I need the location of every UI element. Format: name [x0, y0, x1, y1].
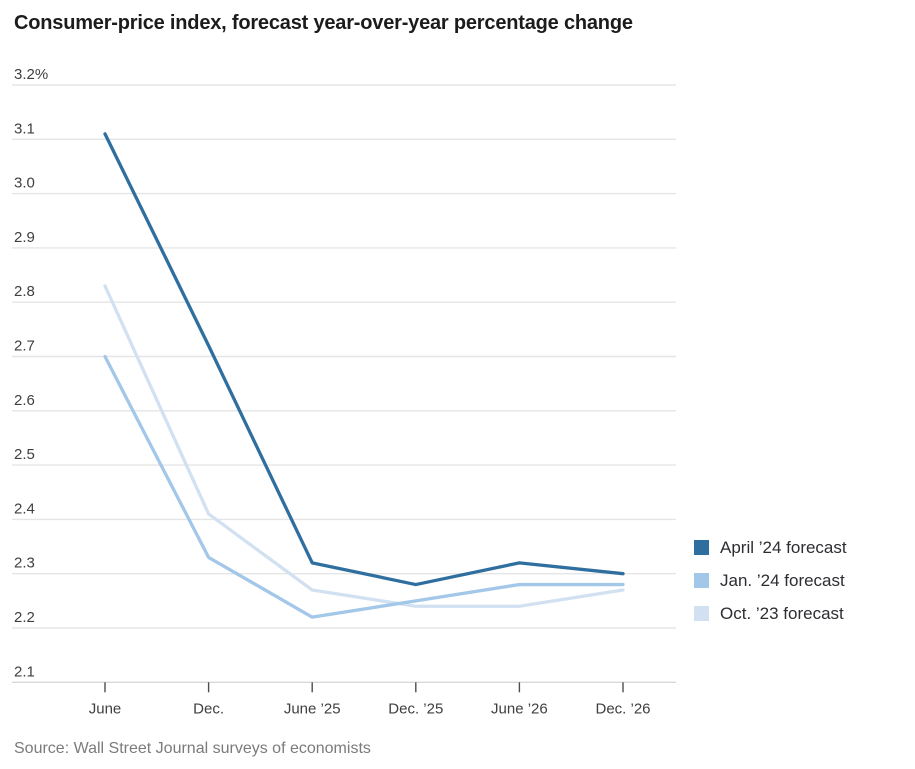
y-axis-tick-label: 2.6: [14, 392, 35, 409]
legend-swatch-april-24: [694, 540, 709, 555]
y-axis-tick-label: 3.1: [14, 120, 35, 137]
y-axis-tick-label: 3.2%: [14, 66, 48, 83]
y-axis-tick-label: 2.7: [14, 338, 35, 355]
y-axis-tick-label: 2.4: [14, 500, 35, 517]
y-axis-tick-label: 2.1: [14, 663, 35, 680]
y-axis-tick-label: 2.2: [14, 609, 35, 626]
y-axis-tick-label: 2.9: [14, 229, 35, 246]
x-axis-tick-label: June ’25: [284, 700, 341, 717]
series-line-april-24-forecast: [103, 132, 625, 587]
legend-swatch-oct-23: [694, 606, 709, 621]
chart-title: Consumer-price index, forecast year-over…: [14, 12, 633, 34]
legend-swatch-jan-24: [694, 573, 709, 588]
x-axis-tick-label: Dec. ’26: [595, 700, 650, 717]
y-axis-tick-label: 2.8: [14, 283, 35, 300]
legend-label-oct-23: Oct. ’23 forecast: [720, 603, 844, 623]
x-axis-tick-label: June: [89, 700, 122, 717]
chart-legend: April ’24 forecast Jan. ’24 forecast Oct…: [694, 531, 847, 630]
x-axis-tick-label: Dec. ’25: [388, 700, 443, 717]
source-note: Source: Wall Street Journal surveys of e…: [14, 740, 371, 757]
x-axis-tick-label: June ’26: [491, 700, 548, 717]
legend-item-oct-23: Oct. ’23 forecast: [694, 597, 847, 630]
legend-label-april-24: April ’24 forecast: [720, 537, 847, 557]
x-axis-tick-label: Dec.: [193, 700, 224, 717]
legend-label-jan-24: Jan. ’24 forecast: [720, 570, 845, 590]
legend-item-april-24: April ’24 forecast: [694, 531, 847, 564]
y-axis-tick-label: 2.3: [14, 555, 35, 572]
legend-item-jan-24: Jan. ’24 forecast: [694, 564, 847, 597]
y-axis-tick-label: 3.0: [14, 175, 35, 192]
y-axis-tick-label: 2.5: [14, 446, 35, 463]
series-line-jan-24-forecast: [103, 354, 625, 619]
series-line-oct-23-forecast: [103, 284, 625, 608]
